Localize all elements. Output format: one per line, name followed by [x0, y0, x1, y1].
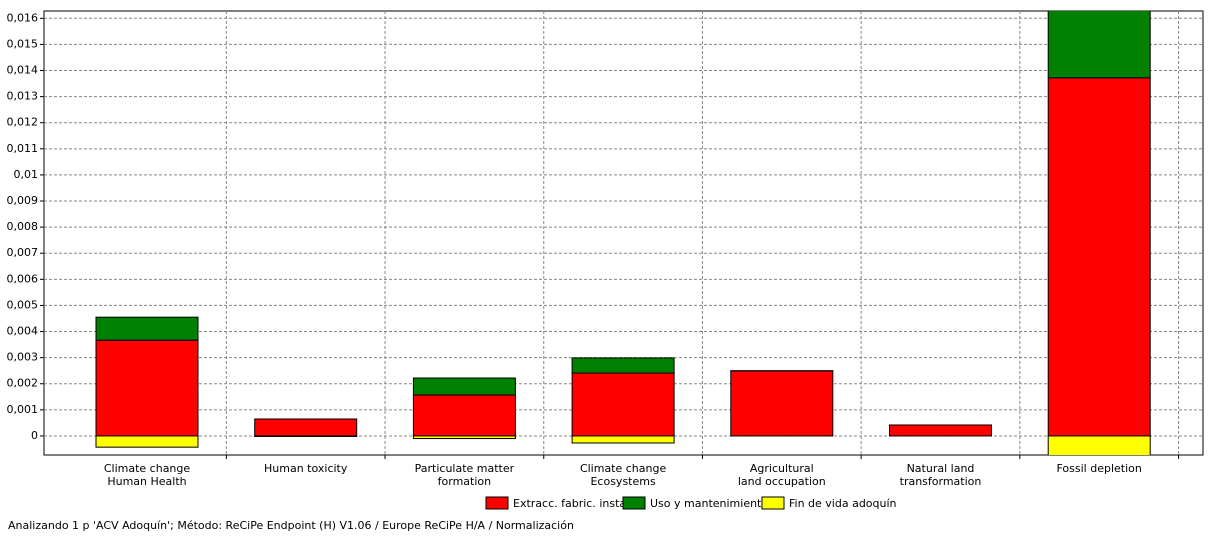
y-tick-label: 0,007	[7, 246, 39, 259]
bar-segment	[1047, 77, 1151, 437]
y-tick-label: 0,015	[7, 37, 39, 50]
bar-segment	[571, 372, 675, 437]
bar-segment	[254, 435, 358, 437]
bar-segment	[95, 316, 199, 341]
bar-segment	[254, 418, 358, 437]
legend-label: Fin de vida adoquín	[789, 497, 897, 510]
x-tick-label-line: land occupation	[738, 475, 826, 488]
y-tick-label: 0,004	[7, 325, 39, 338]
bar-segment	[1047, 435, 1151, 455]
y-tick-label: 0,005	[7, 298, 39, 311]
y-tick-label: 0,016	[7, 11, 39, 24]
x-tick-label: Natural land transformation	[900, 462, 982, 488]
grid	[44, 11, 1203, 455]
y-tick-label: 0,011	[7, 142, 39, 155]
y-tick-label: 0,014	[7, 64, 39, 77]
bar-segment	[571, 435, 675, 444]
footer: Analizando 1 p 'ACV Adoquín'; Método: Re…	[8, 519, 574, 532]
legend-swatch	[485, 496, 509, 510]
y-tick-label: 0,009	[7, 194, 39, 207]
legend-label: Uso y mantenimiento	[650, 497, 768, 510]
y-tick-label: 0,008	[7, 220, 39, 233]
labels: 0 0,001 0,002 0,003 0,004 0,005 0,006 0,007 0,00…	[7, 11, 1180, 510]
x-tick-label-line: Climate change	[104, 462, 191, 475]
y-tick-label: 0,001	[7, 403, 39, 416]
x-tick-label-line: Ecosystems	[590, 475, 655, 488]
x-tick-label-line: Human Health	[107, 475, 186, 488]
bar-segment	[412, 435, 516, 440]
legend-label: Extracc. fabric. instal.	[513, 497, 633, 510]
bar-segment	[730, 370, 834, 437]
x-tick-label-line: transformation	[900, 475, 982, 488]
legend-swatch	[622, 496, 646, 510]
y-tick-label: 0,013	[7, 90, 39, 103]
y-tick-label: 0,003	[7, 351, 39, 364]
y-tick-label: 0,006	[7, 272, 39, 285]
x-tick-label: Climate change Ecosystems	[580, 462, 667, 488]
x-tick-label-line: Particulate matter	[415, 462, 515, 475]
bar-segment	[412, 377, 516, 396]
bar-segment	[95, 435, 199, 448]
bar-segment	[571, 357, 675, 374]
x-tick-label: Particulate matter formation	[415, 462, 515, 488]
x-tick-label: Climate change Human Health	[104, 462, 191, 488]
y-tick-label: 0,012	[7, 116, 39, 129]
x-tick-label-line: Natural land	[907, 462, 975, 475]
bars	[95, 11, 1151, 455]
x-tick-label-line: Human toxicity	[264, 462, 348, 475]
x-tick-label: Agricultural land occupation	[738, 462, 826, 488]
x-tick-label: Human toxicity	[264, 462, 348, 475]
x-tick-label-line: Fossil depletion	[1057, 462, 1142, 475]
y-tick-label: 0	[31, 429, 38, 442]
bar-segment	[889, 424, 992, 437]
bar-segment	[1047, 11, 1151, 79]
y-tick-label: 0,01	[14, 168, 39, 181]
x-tick-label-line: Climate change	[580, 462, 667, 475]
x-tick-label: Fossil depletion	[1057, 462, 1142, 475]
x-tick-label-line: formation	[438, 475, 491, 488]
bar-segment	[95, 339, 199, 437]
x-tick-label-line: Agricultural	[750, 462, 814, 475]
legend-swatch	[761, 496, 785, 510]
bar-segment	[412, 394, 516, 437]
y-tick-label: 0,002	[7, 377, 39, 390]
